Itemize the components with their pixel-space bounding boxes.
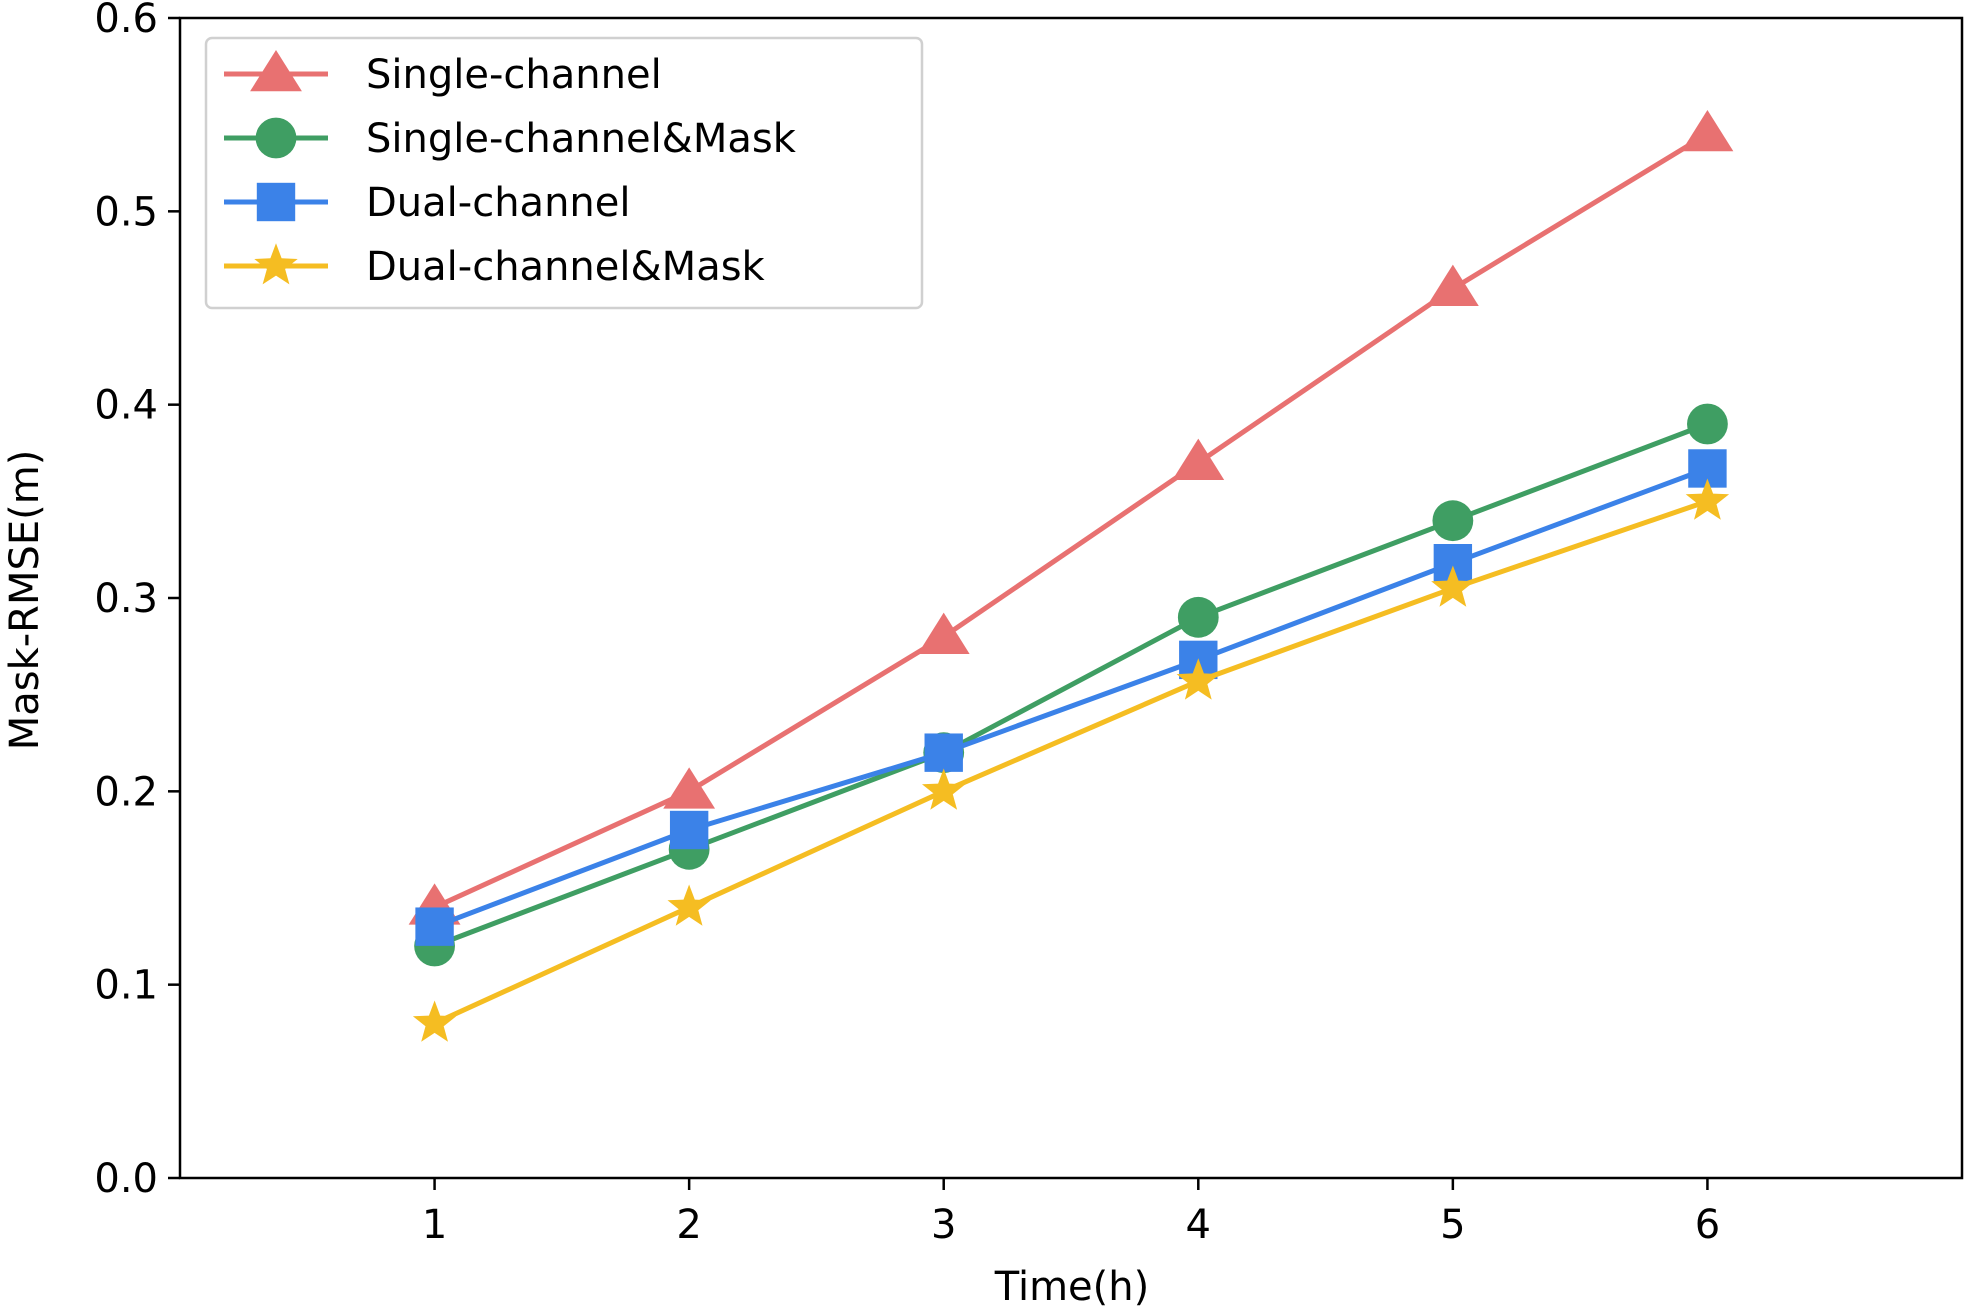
series-layer	[408, 110, 1734, 1042]
x-tick-label: 4	[1186, 1202, 1211, 1248]
y-tick-label: 0.3	[94, 576, 158, 622]
y-tick-label: 0.6	[94, 0, 158, 42]
data-point	[924, 733, 963, 772]
series-line	[433, 498, 1709, 1026]
legend-label: Dual-channel	[366, 180, 631, 226]
series-square	[415, 449, 1727, 946]
data-point	[667, 884, 711, 926]
data-point	[669, 810, 709, 850]
data-point	[415, 907, 454, 946]
legend-entry: Single-channel	[224, 50, 662, 98]
y-axis-label: Mask-RMSE(m)	[2, 450, 48, 751]
data-point	[1431, 565, 1475, 607]
legend-entry: Dual-channel&Mask	[224, 243, 766, 290]
legend-label: Single-channel	[366, 52, 662, 98]
y-tick-label: 0.1	[94, 963, 158, 1009]
legend: Single-channel Single-channel&Mask Dual-ch…	[204, 36, 924, 310]
legend-marker	[256, 182, 296, 222]
x-tick-label: 6	[1695, 1202, 1720, 1248]
data-point	[412, 1000, 457, 1042]
axes: 0.0 0.1 0.2 0.3 0.4 0.5 0.6 1 2 3 4 5 6	[94, 0, 1964, 1248]
series-line	[433, 131, 1709, 910]
legend-entry: Dual-channel	[224, 180, 631, 226]
data-point	[663, 767, 716, 809]
x-tick-label: 3	[931, 1202, 956, 1248]
x-tick-label: 2	[676, 1202, 701, 1248]
series-line	[433, 466, 1709, 930]
data-point	[1177, 596, 1219, 638]
x-tick-label: 5	[1440, 1202, 1465, 1248]
legend-entry: Single-channel&Mask	[224, 116, 797, 162]
data-point	[1426, 264, 1479, 306]
data-point	[1176, 658, 1220, 700]
data-point	[1172, 438, 1225, 480]
data-point	[917, 612, 970, 654]
x-tick-label: 1	[422, 1202, 447, 1248]
y-tick-label: 0.0	[94, 1156, 158, 1202]
series-circle	[414, 403, 1728, 967]
legend-label: Dual-channel&Mask	[366, 244, 766, 290]
data-point	[1681, 110, 1734, 152]
legend-box	[204, 36, 924, 310]
x-axis-label: Time(h)	[994, 1264, 1149, 1310]
legend-marker	[254, 243, 298, 285]
y-tick-label: 0.4	[94, 383, 158, 429]
series-star	[412, 478, 1730, 1042]
y-tick-label: 0.2	[94, 769, 158, 815]
data-point	[1432, 500, 1474, 542]
series-line	[433, 421, 1709, 949]
legend-label: Single-channel&Mask	[366, 116, 797, 162]
y-tick-label: 0.5	[94, 189, 158, 235]
data-point	[922, 768, 966, 810]
series-triangle	[408, 110, 1734, 925]
legend-marker	[255, 117, 297, 159]
data-point	[1687, 403, 1728, 445]
data-point	[1685, 478, 1730, 520]
legend-marker	[250, 50, 302, 92]
